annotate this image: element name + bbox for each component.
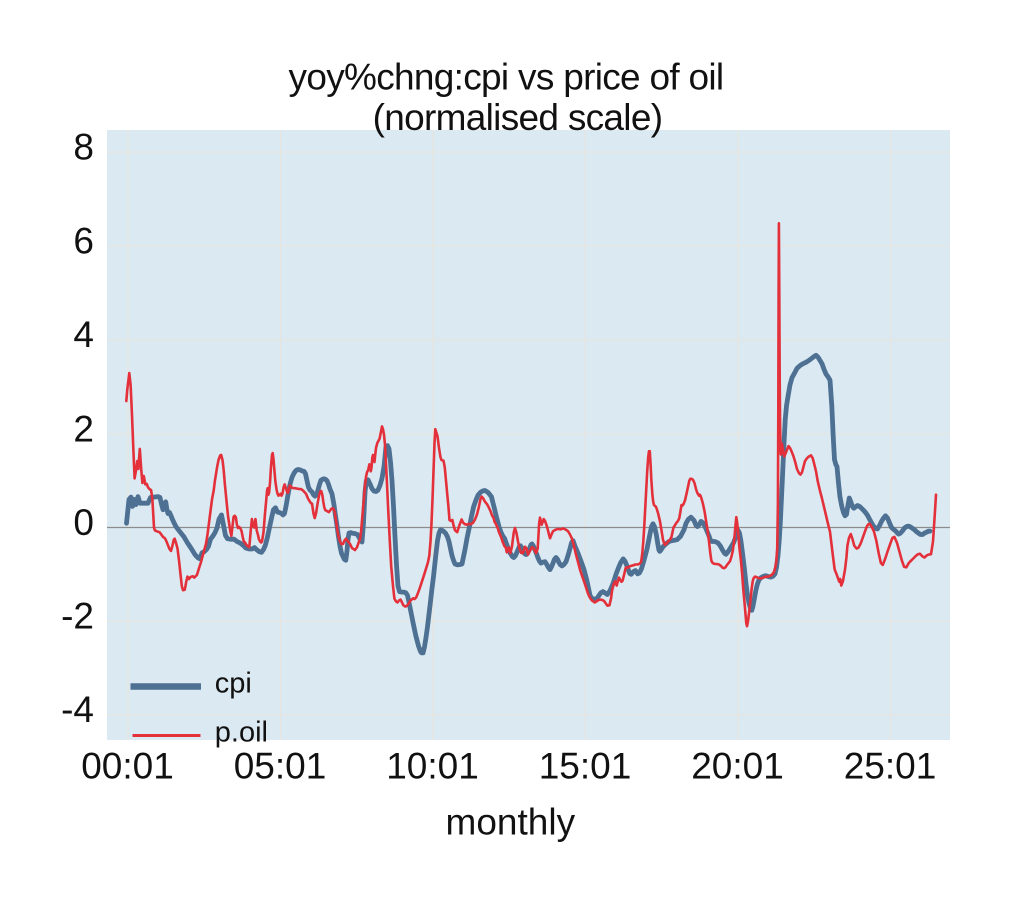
svg-text:15:01: 15:01 bbox=[539, 745, 632, 786]
svg-text:yoy%chng:cpi vs price of oil: yoy%chng:cpi vs price of oil bbox=[289, 57, 724, 98]
svg-text:0: 0 bbox=[73, 502, 94, 543]
svg-text:-4: -4 bbox=[61, 689, 94, 730]
svg-text:10:01: 10:01 bbox=[386, 745, 479, 786]
svg-text:p.oil: p.oil bbox=[215, 717, 268, 749]
svg-text:05:01: 05:01 bbox=[234, 745, 327, 786]
svg-text:8: 8 bbox=[73, 127, 94, 168]
svg-text:25:01: 25:01 bbox=[844, 745, 937, 786]
svg-text:6: 6 bbox=[73, 220, 94, 261]
svg-text:cpi: cpi bbox=[215, 667, 252, 699]
svg-text:4: 4 bbox=[73, 314, 94, 355]
svg-text:00:01: 00:01 bbox=[81, 745, 174, 786]
svg-text:20:01: 20:01 bbox=[691, 745, 784, 786]
svg-text:-2: -2 bbox=[61, 596, 94, 637]
svg-text:2: 2 bbox=[73, 408, 94, 449]
svg-text:(normalised scale): (normalised scale) bbox=[373, 97, 663, 138]
svg-text:monthly: monthly bbox=[446, 801, 576, 842]
